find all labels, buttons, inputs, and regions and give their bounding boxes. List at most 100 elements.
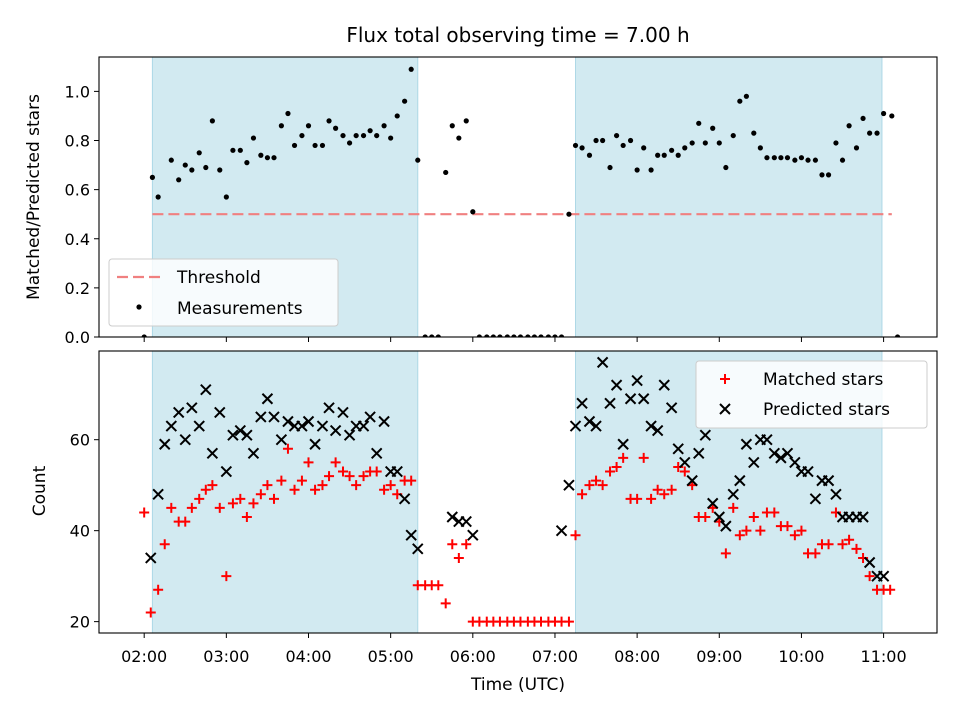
measurement-point	[702, 140, 708, 146]
measurement-point	[894, 334, 901, 337]
predicted-stars-point	[809, 493, 822, 505]
measurement-point	[250, 135, 257, 141]
predicted-stars-point	[405, 529, 417, 541]
predicted-stars-point	[720, 520, 732, 532]
predicted-stars-point	[802, 465, 814, 478]
measurement-point	[203, 164, 209, 171]
predicted-stars-point	[679, 456, 691, 469]
measurement-point	[620, 142, 626, 149]
legend-predicted-label: Predicted stars	[763, 400, 890, 420]
matched-stars-point	[351, 480, 362, 491]
predicted-stars-point	[179, 433, 191, 446]
matched-stars-point	[296, 475, 307, 486]
predicted-stars-point	[357, 420, 370, 432]
measurement-point	[778, 155, 784, 161]
measurement-point	[812, 157, 819, 163]
predicted-stars-point	[165, 420, 178, 432]
measurement-point	[408, 66, 414, 72]
matched-stars-point	[241, 512, 252, 523]
matched-stars-point	[584, 480, 595, 491]
measurement-point	[244, 160, 250, 166]
matched-stars-point	[268, 493, 279, 504]
chart-title: Flux total observing time = 7.00 h	[346, 23, 689, 47]
predicted-stars-point	[214, 406, 226, 419]
predicted-stars-point	[370, 447, 383, 460]
predicted-stars-point	[275, 433, 288, 446]
predicted-stars-point	[152, 488, 164, 500]
x-tick-label: 10:00	[778, 647, 824, 666]
predicted-stars-point	[699, 429, 712, 441]
matched-stars-point	[864, 571, 875, 582]
predicted-stars-point	[329, 424, 342, 437]
predicted-stars-point	[761, 433, 773, 446]
matched-stars-point	[221, 571, 232, 582]
predicted-stars-point	[296, 420, 308, 432]
matched-stars-point	[720, 548, 731, 559]
legend-matched-swatch	[720, 374, 730, 384]
predicted-stars-point	[247, 447, 260, 460]
matched-stars-point	[406, 475, 417, 486]
legend: Threshold Measurements	[108, 258, 339, 327]
measurement-point	[360, 132, 367, 139]
y-tick-label: 0.6	[65, 181, 90, 200]
measurement-point	[558, 334, 565, 337]
measurement-point	[833, 140, 839, 146]
y-tick-label: 0.0	[65, 328, 90, 347]
predicted-stars-point	[412, 543, 424, 555]
measurement-point	[710, 125, 716, 131]
predicted-stars-point	[302, 415, 315, 428]
predicted-stars-point	[822, 474, 835, 487]
measurement-point	[490, 334, 496, 337]
predicted-stars-point	[590, 420, 602, 432]
predicted-stars-point	[775, 452, 787, 464]
measurement-point	[860, 115, 866, 122]
predicted-stars-point	[748, 456, 760, 469]
predicted-stars-point	[200, 383, 212, 396]
matched-stars-point	[139, 507, 150, 518]
measurement-point	[456, 135, 462, 141]
measurement-point	[607, 164, 613, 171]
matched-stars-point	[358, 471, 369, 482]
x-tick-label: 04:00	[285, 647, 331, 666]
predicted-stars-point	[727, 488, 739, 500]
matched-stars-point	[679, 466, 690, 477]
panel-frame	[98, 56, 938, 338]
predicted-stars-point	[563, 479, 575, 491]
y-tick-label: 40	[70, 522, 90, 541]
predicted-stars-point	[672, 443, 684, 455]
measurement-point	[443, 169, 449, 176]
measurement-point	[470, 209, 476, 215]
predicted-stars-point	[781, 447, 794, 460]
measurement-point	[497, 334, 503, 337]
measurement-point	[661, 152, 667, 158]
predicted-stars-point	[768, 447, 781, 460]
predicted-stars-point	[651, 424, 664, 437]
matched-stars-point	[461, 539, 472, 550]
measurement-point	[449, 123, 455, 129]
predicted-stars-point	[555, 524, 568, 537]
matched-stars-point	[159, 539, 170, 550]
matched-stars-point	[666, 484, 677, 495]
matched-stars-point	[282, 443, 293, 454]
measurement-point	[312, 142, 318, 149]
measurement-point	[566, 211, 572, 217]
matched-stars-point	[810, 548, 821, 559]
measurement-point	[669, 147, 675, 153]
matched-stars-point	[200, 484, 211, 495]
predicted-stars-point	[398, 493, 411, 505]
predicted-stars-point	[193, 420, 205, 432]
measurement-point	[305, 123, 312, 129]
matched-stars-point	[289, 484, 300, 495]
predicted-stars-point	[734, 474, 746, 487]
x-tick-label: 09:00	[696, 647, 742, 666]
measurement-point	[730, 132, 736, 139]
measurement-point	[149, 174, 156, 180]
measurement-point	[429, 334, 435, 337]
matched-stars-point	[563, 616, 574, 627]
matched-stars-point	[885, 584, 896, 595]
matched-stars-point	[344, 471, 355, 482]
matched-stars-point	[447, 539, 458, 550]
matched-stars-point	[769, 507, 780, 518]
measurement-point	[634, 167, 640, 173]
